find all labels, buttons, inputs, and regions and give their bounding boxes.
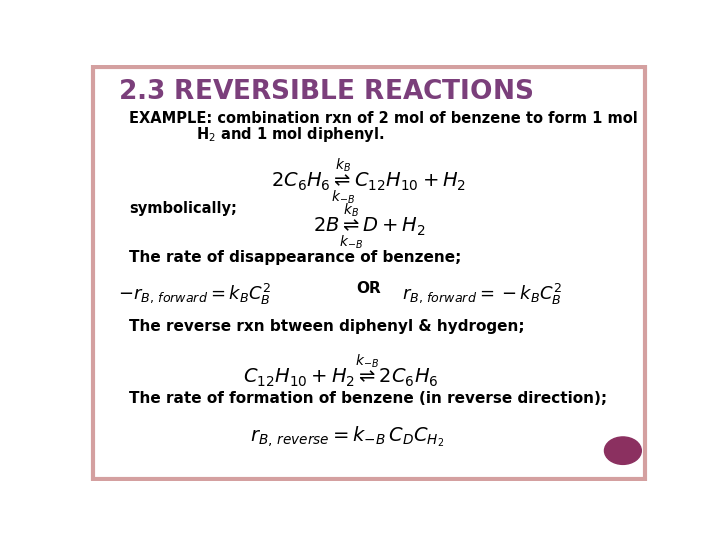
Text: The rate of disappearance of benzene;: The rate of disappearance of benzene; xyxy=(129,250,462,265)
Text: $r_{B,\,reverse} = k_{-B}\, C_D C_{H_2}$: $r_{B,\,reverse} = k_{-B}\, C_D C_{H_2}$ xyxy=(250,424,444,449)
Text: $C_{12}H_{10} + H_2 \overset{k_{-B}}{\rightleftharpoons} 2C_6H_6$: $C_{12}H_{10} + H_2 \overset{k_{-B}}{\ri… xyxy=(243,353,439,389)
Text: symbolically;: symbolically; xyxy=(129,201,237,216)
Text: OR: OR xyxy=(356,281,382,296)
Circle shape xyxy=(605,437,642,464)
Text: $-r_{B,\,forward} = k_B C_B^2$: $-r_{B,\,forward} = k_B C_B^2$ xyxy=(118,282,271,307)
Text: $2C_6H_6 \underset{k_{-B}}{\overset{k_B}{\rightleftharpoons}} C_{12}H_{10} + H_2: $2C_6H_6 \underset{k_{-B}}{\overset{k_B}… xyxy=(271,156,467,206)
Text: EXAMPLE: combination rxn of 2 mol of benzene to form 1 mol: EXAMPLE: combination rxn of 2 mol of ben… xyxy=(129,111,638,126)
FancyBboxPatch shape xyxy=(93,67,645,478)
Text: The reverse rxn btween diphenyl & hydrogen;: The reverse rxn btween diphenyl & hydrog… xyxy=(129,319,525,334)
Text: $2B \underset{k_{-B}}{\overset{k_B}{\rightleftharpoons}} D + H_2$: $2B \underset{k_{-B}}{\overset{k_B}{\rig… xyxy=(312,201,426,251)
Text: 2.3 R$\mathregular{EVERSIBLE}$ R$\mathregular{EACTIONS}$: 2.3 R$\mathregular{EVERSIBLE}$ R$\mathre… xyxy=(118,79,534,105)
Text: H$_2$ and 1 mol diphenyl.: H$_2$ and 1 mol diphenyl. xyxy=(196,125,384,144)
Text: The rate of formation of benzene (in reverse direction);: The rate of formation of benzene (in rev… xyxy=(129,391,607,406)
Text: $r_{B,\,forward} = -k_B C_B^2$: $r_{B,\,forward} = -k_B C_B^2$ xyxy=(402,282,562,307)
